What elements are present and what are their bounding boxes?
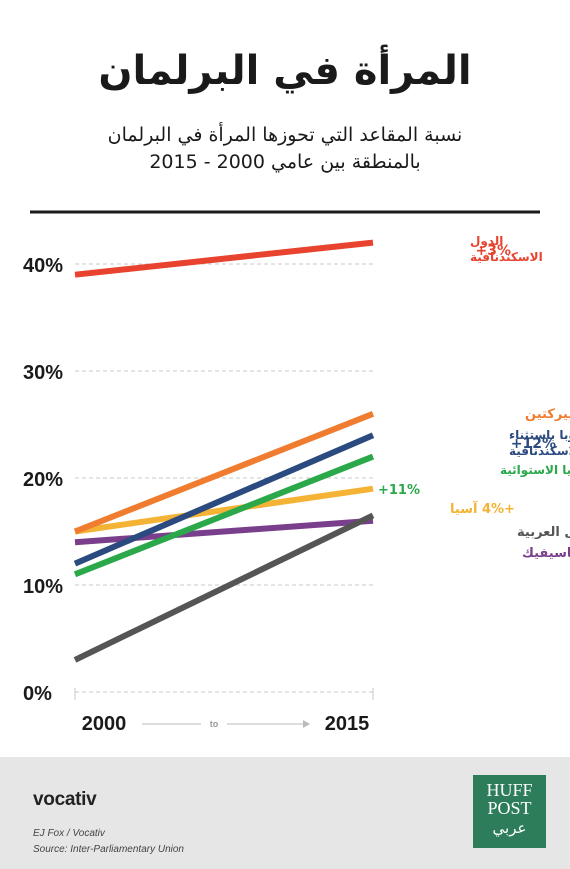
label-africa-line1: أفريقيا الاستوائية [500, 462, 570, 478]
huffpost-logo: HUFF POST عربي [473, 775, 546, 848]
chart-subtitle-line1: نسبة المقاعد التي تحوزها المرأة في البرل… [108, 122, 463, 146]
label-americas: +12% الأميركتين [525, 405, 570, 422]
series-line-2 [73, 432, 375, 567]
x-tick-label-2015: 2015 [325, 713, 370, 735]
label-arab: +13% الدول العربية [517, 525, 570, 540]
credit-text: EJ Fox / Vocativ [33, 828, 105, 839]
series-line-0 [74, 239, 374, 278]
label-africa-line2: +11% [378, 483, 420, 498]
label-nordic-line1: الدول [470, 234, 503, 249]
label-pacific: +2% دول الباسيفيك [522, 546, 570, 561]
logo-line3: عربي [492, 819, 527, 837]
series-labels: الدول الاسكندنافية +3% +12% الأميركتين د… [378, 234, 570, 561]
source-text: Source: Inter-Parliamentary Union [33, 844, 184, 855]
label-nordic-line2: الاسكندنافية [470, 250, 543, 264]
series-line-4 [74, 485, 374, 535]
brand-logo: vocativ [33, 789, 97, 810]
chart-subtitle-line2: بالمنطقة بين عامي 2000 - 2015 [149, 151, 420, 173]
label-europe-line1: دول أوروبا باستثناء [509, 427, 570, 443]
series-line-5 [73, 512, 375, 663]
series-lines [73, 239, 375, 663]
label-nordic-change: +3% [476, 243, 512, 259]
label-europe-change: +12% [511, 436, 556, 452]
y-tick-label-10: 10% [23, 576, 63, 598]
y-tick-label-20: 20% [23, 469, 63, 491]
x-connector-label: to [210, 719, 219, 729]
x-tick-label-2000: 2000 [82, 713, 127, 735]
chart-title: المرأة في البرلمان [98, 44, 471, 94]
y-tick-label-0: 0% [23, 683, 52, 705]
arrow-head-icon [303, 720, 310, 728]
label-asia: +4% آسيا [450, 500, 515, 517]
series-line-3 [73, 453, 375, 578]
series-line-6 [74, 517, 374, 546]
grid: 0% 10% 20% 30% 40% [23, 255, 374, 705]
y-tick-label-40: 40% [23, 255, 63, 277]
y-tick-label-30: 30% [23, 362, 63, 384]
label-europe-line2: الدول الاسكندنافية [509, 444, 570, 459]
chart: المرأة في البرلمان نسبة المقاعد التي تحو… [23, 44, 570, 735]
series-line-1 [73, 411, 375, 535]
x-connector-bg [201, 717, 227, 731]
logo-line2: POST [487, 798, 532, 818]
logo-line1: HUFF [486, 780, 533, 800]
